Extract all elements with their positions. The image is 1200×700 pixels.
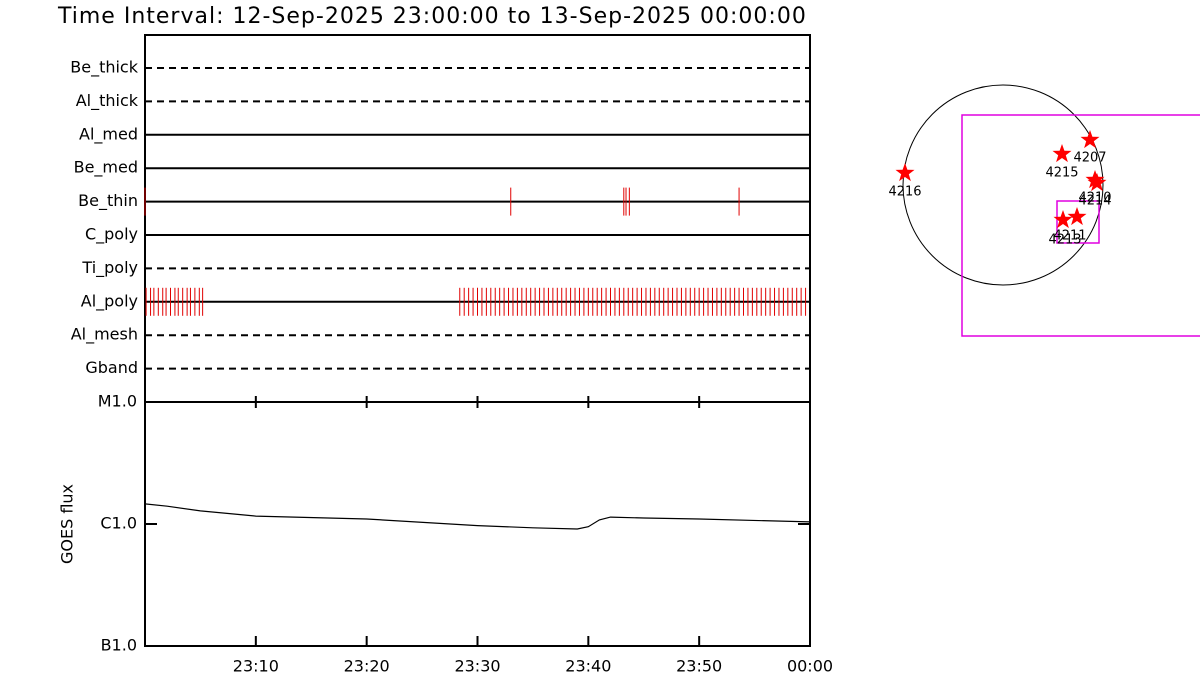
- fov-box: [961, 114, 1200, 337]
- x-tick-label: 23:30: [454, 657, 500, 676]
- y-tick-label: M1.0: [98, 392, 137, 411]
- chart-title: Time Interval: 12-Sep-2025 23:00:00 to 1…: [57, 4, 807, 29]
- row-label: Al_thick: [76, 91, 139, 111]
- region-label: 4215: [1045, 166, 1078, 181]
- x-tick-label: 23:50: [676, 657, 722, 676]
- y-axis-label: GOES flux: [58, 484, 77, 564]
- region-label: 4210: [1078, 191, 1111, 206]
- region-label: 4211: [1053, 229, 1086, 244]
- row-label: Al_poly: [81, 291, 138, 311]
- row-label: Be_med: [74, 158, 138, 178]
- y-tick-label: B1.0: [101, 636, 137, 655]
- solar-disk: [902, 84, 1104, 286]
- region-star: [1087, 173, 1107, 192]
- region-star: [895, 163, 915, 182]
- region-star: [1067, 207, 1087, 226]
- x-tick-label: 00:00: [787, 657, 833, 676]
- x-tick-label: 23:10: [233, 657, 279, 676]
- region-label: 4213: [1048, 233, 1081, 248]
- fov-box-small: [1056, 200, 1100, 244]
- y-tick-label: C1.0: [100, 514, 137, 533]
- region-star: [1080, 130, 1100, 149]
- row-label: Gband: [85, 358, 138, 377]
- region-label: 4216: [888, 185, 921, 200]
- row-label: Be_thin: [78, 191, 138, 211]
- goes-line: [144, 503, 811, 530]
- timeline-frame: [144, 34, 811, 403]
- row-label: Be_thick: [70, 58, 138, 78]
- region-label: 4207: [1073, 151, 1106, 166]
- x-tick-label: 23:40: [565, 657, 611, 676]
- region-star: [1053, 210, 1073, 229]
- row-label: C_poly: [85, 225, 138, 245]
- row-label: Al_mesh: [71, 325, 138, 345]
- row-label: Ti_poly: [81, 258, 138, 278]
- region-label: 4214: [1078, 194, 1111, 209]
- row-label: Al_med: [79, 124, 138, 144]
- region-star: [1052, 144, 1072, 163]
- x-tick-label: 23:20: [344, 657, 390, 676]
- goes-frame: [144, 401, 811, 647]
